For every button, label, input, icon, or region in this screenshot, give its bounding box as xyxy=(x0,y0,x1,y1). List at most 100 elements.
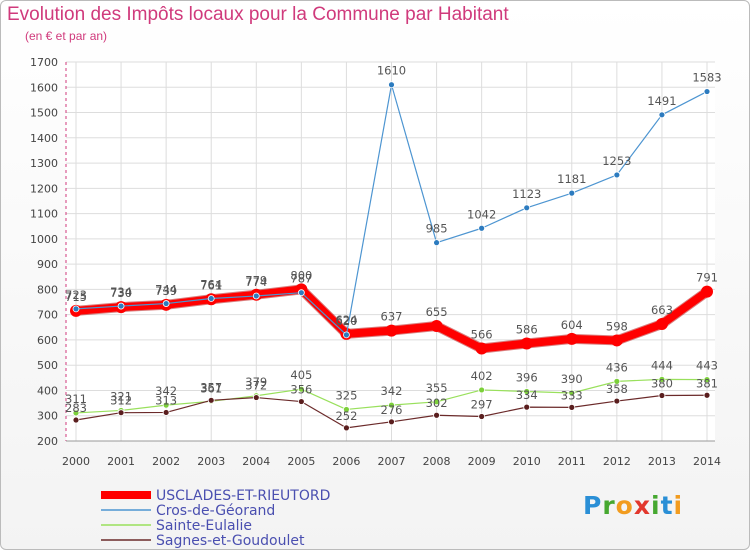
data-point xyxy=(478,386,486,394)
data-label: 730 xyxy=(110,286,132,300)
x-tick-label: 2009 xyxy=(468,455,496,468)
data-point xyxy=(568,389,576,397)
x-tick-label: 2013 xyxy=(648,455,676,468)
data-label: 586 xyxy=(516,322,538,336)
data-label: 405 xyxy=(290,368,312,382)
plot-area xyxy=(66,62,715,441)
chart-title: Evolution des Impôts locaux pour la Comm… xyxy=(7,4,509,25)
data-label: 342 xyxy=(155,384,177,398)
data-label: 390 xyxy=(561,372,583,386)
y-tick-label: 300 xyxy=(37,410,58,423)
data-label: 342 xyxy=(381,384,403,398)
data-point xyxy=(297,398,305,405)
data-point xyxy=(523,388,531,395)
data-label: 655 xyxy=(426,305,448,319)
data-point xyxy=(523,204,531,212)
data-label: 774 xyxy=(245,275,267,289)
data-label: 787 xyxy=(290,272,312,286)
data-label: 396 xyxy=(516,370,538,384)
data-point xyxy=(117,302,125,310)
data-label: 357 xyxy=(200,380,222,394)
data-point xyxy=(610,334,623,347)
x-tick-label: 2010 xyxy=(513,455,541,468)
data-point xyxy=(433,239,440,247)
data-label: 800 xyxy=(290,268,312,282)
data-point xyxy=(343,406,350,413)
x-tick-label: 2011 xyxy=(558,455,586,468)
data-point xyxy=(520,337,533,350)
chart-subtitle: (en € et par an) xyxy=(25,29,108,43)
data-label: 302 xyxy=(426,396,448,410)
data-label: 624 xyxy=(335,313,357,327)
data-label: 321 xyxy=(110,389,132,403)
data-label: 744 xyxy=(155,283,177,297)
x-tick-label: 2007 xyxy=(378,455,406,468)
data-label: 276 xyxy=(381,403,403,417)
data-point xyxy=(388,401,395,409)
y-tick-label: 1000 xyxy=(30,233,58,246)
data-point xyxy=(701,285,713,298)
data-point xyxy=(433,398,440,406)
data-label: 297 xyxy=(471,397,493,411)
data-point xyxy=(297,289,305,297)
x-tick-label: 2014 xyxy=(693,455,721,468)
data-point xyxy=(613,171,621,179)
data-label: 283 xyxy=(65,401,87,415)
data-label: 402 xyxy=(471,369,493,383)
x-tick-label: 2006 xyxy=(332,455,360,468)
data-label: 313 xyxy=(155,393,177,407)
x-tick-label: 2001 xyxy=(107,455,135,468)
data-label: 1123 xyxy=(512,187,541,201)
logo-letter: r xyxy=(602,491,616,520)
data-point xyxy=(162,401,170,409)
y-tick-label: 700 xyxy=(37,309,58,322)
data-label: 734 xyxy=(110,285,132,299)
legend-label: Sainte-Eulalie xyxy=(156,518,252,534)
data-label: 764 xyxy=(200,277,222,291)
y-tick-label: 900 xyxy=(37,258,58,271)
data-label: 604 xyxy=(561,318,583,332)
y-tick-label: 600 xyxy=(37,334,58,347)
data-label: 355 xyxy=(426,381,448,395)
data-label: 1610 xyxy=(377,64,406,78)
data-label: 381 xyxy=(696,376,718,390)
logo-letter: o xyxy=(615,491,634,520)
data-point xyxy=(568,189,576,197)
data-point xyxy=(658,392,666,399)
data-point xyxy=(613,397,621,405)
y-tick-label: 1600 xyxy=(30,81,58,94)
x-tick-label: 2000 xyxy=(62,455,90,468)
data-point xyxy=(523,403,531,411)
data-point xyxy=(252,394,260,401)
data-label: 436 xyxy=(606,360,628,374)
legend-label: USCLADES-ET-RIEUTORD xyxy=(156,488,330,504)
data-point xyxy=(72,305,80,313)
data-point xyxy=(297,385,305,393)
data-label: 779 xyxy=(245,274,267,288)
data-label: 356 xyxy=(290,383,312,397)
data-label: 723 xyxy=(65,288,87,302)
x-tick-label: 2003 xyxy=(197,455,225,468)
data-point xyxy=(703,391,711,399)
data-label: 1491 xyxy=(647,94,676,108)
data-point xyxy=(655,318,668,331)
data-label: 985 xyxy=(426,222,448,236)
data-label: 372 xyxy=(245,379,267,393)
data-point xyxy=(343,424,350,432)
data-point xyxy=(478,413,486,420)
y-tick-label: 200 xyxy=(37,435,58,448)
data-label: 1583 xyxy=(692,71,721,85)
data-point xyxy=(162,300,170,307)
data-label: 620 xyxy=(335,314,357,328)
data-label: 663 xyxy=(651,303,673,317)
data-point xyxy=(658,111,666,119)
data-point xyxy=(252,292,260,300)
data-label: 791 xyxy=(696,271,718,285)
logo-letter: t xyxy=(660,491,674,520)
data-label: 637 xyxy=(381,310,403,324)
data-label: 761 xyxy=(200,278,222,292)
data-point xyxy=(475,342,488,355)
y-tick-label: 1700 xyxy=(30,56,58,69)
logo-letter: P xyxy=(583,491,603,520)
